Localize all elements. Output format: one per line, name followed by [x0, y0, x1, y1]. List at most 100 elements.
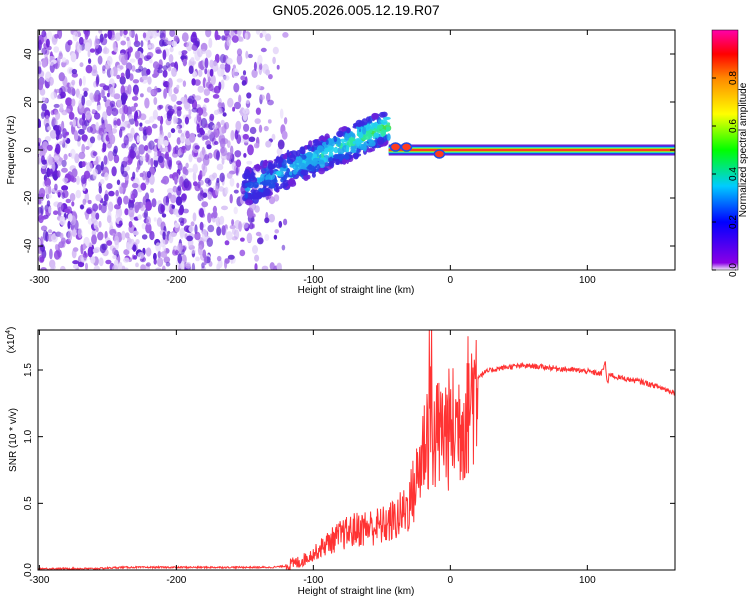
noise-speck: [231, 35, 239, 43]
noise-speck: [139, 122, 143, 127]
spectrogram-x-tick-label: -200: [166, 275, 186, 286]
noise-speck: [216, 255, 222, 262]
noise-speck: [87, 246, 93, 258]
noise-speck: [151, 123, 158, 129]
noise-speck: [95, 212, 100, 220]
noise-speck: [234, 150, 242, 158]
signal-speck: [333, 136, 338, 143]
noise-speck: [95, 194, 102, 202]
snr-series-line: [38, 330, 675, 570]
colorbar-label: Normalized spectral amplitude: [738, 82, 749, 217]
noise-speck: [57, 201, 64, 212]
noise-speck: [199, 208, 204, 218]
noise-speck: [61, 240, 66, 248]
noise-speck: [235, 120, 242, 131]
signal-speck: [303, 174, 309, 182]
noise-speck: [188, 153, 193, 163]
noise-speck: [241, 80, 247, 86]
noise-speck: [182, 208, 189, 214]
noise-speck: [46, 155, 53, 166]
signal-speck: [342, 158, 347, 165]
noise-speck: [167, 40, 173, 46]
noise-speck: [104, 172, 109, 181]
noise-speck: [60, 91, 66, 99]
noise-speck: [90, 256, 96, 264]
noise-speck: [259, 62, 263, 70]
noise-speck: [246, 232, 253, 243]
noise-speck: [129, 150, 136, 159]
noise-speck: [153, 97, 158, 105]
colorbar-tick-label: 0.0: [728, 263, 739, 277]
noise-speck: [100, 37, 108, 46]
noise-speck: [184, 116, 189, 125]
noise-speck: [199, 221, 204, 231]
noise-speck: [182, 58, 187, 66]
signal-speck: [245, 199, 253, 206]
noise-speck: [190, 248, 197, 254]
noise-speck: [106, 215, 112, 224]
snr-y-tick-label: 0.5: [23, 496, 34, 510]
noise-speck: [242, 70, 247, 76]
noise-speck: [134, 50, 141, 59]
noise-speck: [148, 140, 155, 150]
noise-speck: [134, 33, 138, 45]
signal-speck: [362, 126, 367, 135]
noise-speck: [218, 81, 222, 91]
noise-speck: [160, 204, 165, 213]
noise-speck: [185, 263, 191, 269]
signal-speck: [333, 146, 339, 154]
noise-speck: [123, 257, 130, 263]
noise-speck: [61, 159, 67, 168]
noise-speck: [181, 32, 189, 42]
noise-speck: [158, 104, 164, 109]
noise-speck: [198, 127, 204, 135]
noise-speck: [245, 50, 249, 59]
noise-speck: [269, 262, 275, 270]
signal-speck: [253, 164, 261, 169]
noise-speck: [197, 244, 203, 256]
noise-speck: [77, 227, 83, 239]
noise-speck: [131, 65, 136, 72]
noise-speck: [224, 240, 230, 246]
noise-speck: [216, 67, 223, 77]
noise-speck: [163, 256, 171, 264]
noise-speck: [190, 221, 195, 227]
noise-speck: [185, 130, 190, 139]
noise-speck: [72, 118, 77, 128]
noise-speck: [120, 72, 125, 78]
noise-speck: [208, 187, 215, 193]
noise-speck: [134, 86, 139, 97]
noise-speck: [162, 175, 170, 185]
noise-speck: [171, 204, 175, 209]
noise-speck: [106, 183, 113, 190]
noise-speck: [232, 68, 239, 78]
snr-x-tick-label: -300: [29, 575, 49, 586]
noise-speck: [127, 84, 132, 95]
noise-speck: [99, 178, 105, 185]
noise-speck: [151, 198, 157, 208]
noise-speck: [67, 213, 73, 223]
noise-speck: [86, 126, 93, 133]
noise-speck: [159, 30, 164, 39]
noise-speck: [82, 252, 89, 258]
colorbar-gradient: [711, 29, 739, 271]
signal-speck: [349, 131, 353, 136]
noise-speck: [130, 106, 137, 112]
noise-speck: [65, 198, 72, 204]
noise-speck: [53, 210, 59, 215]
noise-speck: [169, 30, 176, 37]
noise-speck: [153, 155, 159, 161]
noise-speck: [160, 238, 166, 248]
noise-speck: [276, 262, 282, 270]
noise-speck: [56, 56, 61, 65]
noise-speck: [76, 175, 80, 185]
noise-speck: [205, 81, 212, 89]
noise-speck: [233, 206, 238, 215]
noise-speck: [142, 32, 147, 39]
noise-speck: [197, 69, 203, 77]
noise-speck: [71, 228, 77, 237]
noise-speck: [181, 50, 188, 55]
noise-speck: [267, 119, 272, 124]
noise-speck: [92, 248, 99, 254]
noise-speck: [74, 153, 80, 164]
